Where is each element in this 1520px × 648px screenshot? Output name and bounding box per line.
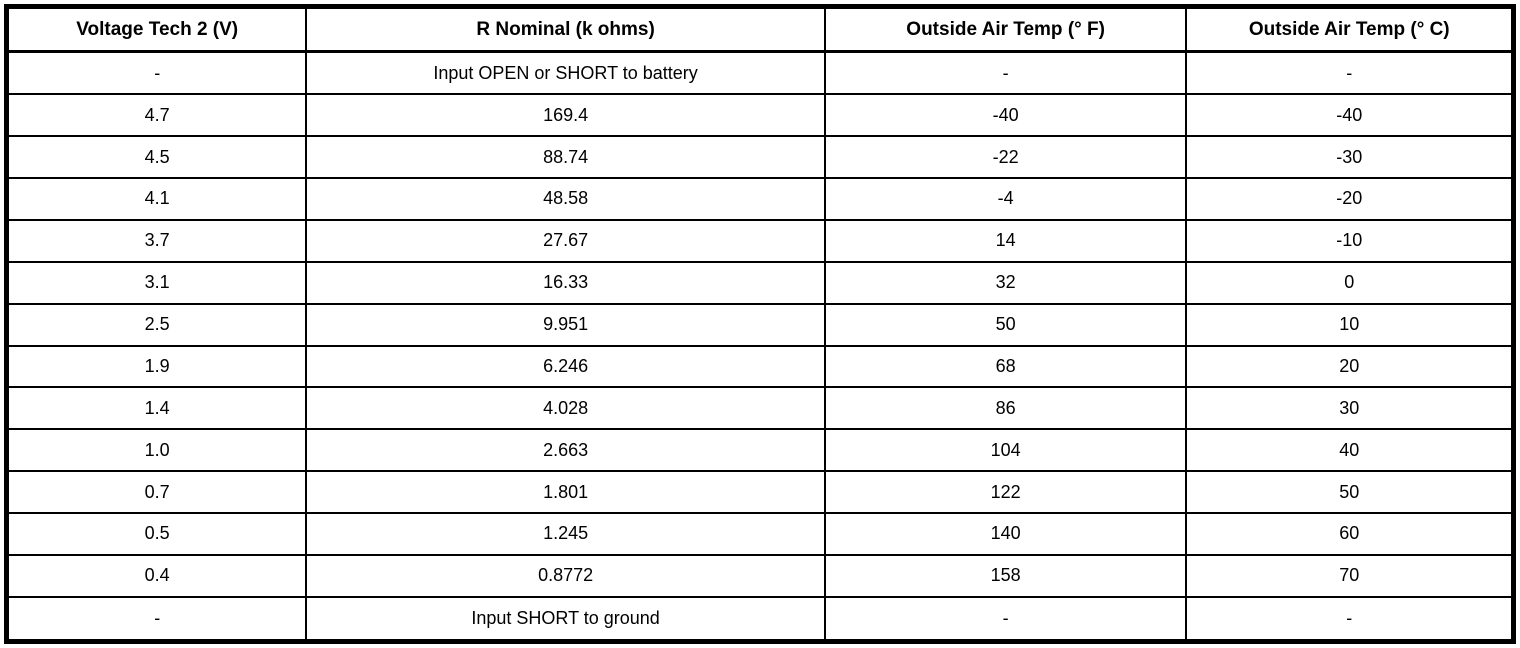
table-row: 0.4 0.8772 158 70 xyxy=(5,553,1515,598)
table-cell: 1.801 xyxy=(305,470,826,515)
table-cell: 27.67 xyxy=(305,218,826,263)
table-row: 4.1 48.58 -4 -20 xyxy=(5,177,1515,221)
table-cell: 2.663 xyxy=(305,428,826,473)
table-cell: 14 xyxy=(823,218,1188,263)
header-cell-temp-c: Outside Air Temp (° C) xyxy=(1185,5,1515,53)
table-cell: 60 xyxy=(1185,512,1515,556)
table-cell: 50 xyxy=(823,302,1188,347)
table-cell: -20 xyxy=(1185,177,1515,221)
table-cell: -30 xyxy=(1185,135,1515,180)
table-cell: -4 xyxy=(823,177,1188,221)
header-cell-voltage: Voltage Tech 2 (V) xyxy=(5,5,308,53)
table-cell: -10 xyxy=(1185,218,1515,263)
header-cell-temp-f: Outside Air Temp (° F) xyxy=(823,5,1188,53)
table-cell: 122 xyxy=(823,470,1188,515)
table-cell: - xyxy=(1185,595,1515,643)
table-cell: 3.7 xyxy=(5,218,308,263)
table-cell: 10 xyxy=(1185,302,1515,347)
table-cell: - xyxy=(5,50,308,96)
table-cell: 40 xyxy=(1185,428,1515,473)
header-row: Voltage Tech 2 (V) R Nominal (k ohms) Ou… xyxy=(5,5,1515,53)
table-cell: 48.58 xyxy=(305,177,826,221)
table-cell: 104 xyxy=(823,428,1188,473)
table-cell: - xyxy=(5,595,308,643)
table-cell: 20 xyxy=(1185,344,1515,389)
table-cell: 4.028 xyxy=(305,386,826,431)
table-row: - Input SHORT to ground - - xyxy=(5,595,1515,643)
table-row: 1.4 4.028 86 30 xyxy=(5,386,1515,431)
table-cell: 70 xyxy=(1185,553,1515,598)
table-cell: - xyxy=(823,50,1188,96)
table-cell: 1.4 xyxy=(5,386,308,431)
table-body: - Input OPEN or SHORT to battery - - 4.7… xyxy=(5,50,1515,643)
table-cell: 4.7 xyxy=(5,93,308,138)
table-cell: 32 xyxy=(823,260,1188,305)
table-cell: 0.8772 xyxy=(305,553,826,598)
table-cell: 30 xyxy=(1185,386,1515,431)
table-cell: 0.7 xyxy=(5,470,308,515)
table-cell: 0 xyxy=(1185,260,1515,305)
sensor-resistance-table: Voltage Tech 2 (V) R Nominal (k ohms) Ou… xyxy=(4,4,1516,644)
table-cell: 1.245 xyxy=(305,512,826,556)
table-row: 3.7 27.67 14 -10 xyxy=(5,218,1515,263)
table-row: 1.9 6.246 68 20 xyxy=(5,344,1515,389)
table-cell: 2.5 xyxy=(5,302,308,347)
table-cell: 6.246 xyxy=(305,344,826,389)
table-cell: 50 xyxy=(1185,470,1515,515)
table-row: 3.1 16.33 32 0 xyxy=(5,260,1515,305)
table-row: 4.5 88.74 -22 -30 xyxy=(5,135,1515,180)
table-cell: Input SHORT to ground xyxy=(305,595,826,643)
table-cell: 86 xyxy=(823,386,1188,431)
table-cell: -40 xyxy=(823,93,1188,138)
table-cell: 68 xyxy=(823,344,1188,389)
table-cell: 4.1 xyxy=(5,177,308,221)
table-cell: Input OPEN or SHORT to battery xyxy=(305,50,826,96)
table-cell: - xyxy=(1185,50,1515,96)
table-cell: -40 xyxy=(1185,93,1515,138)
table-row: - Input OPEN or SHORT to battery - - xyxy=(5,50,1515,96)
table-cell: 1.0 xyxy=(5,428,308,473)
table-header: Voltage Tech 2 (V) R Nominal (k ohms) Ou… xyxy=(5,5,1515,53)
table-row: 0.5 1.245 140 60 xyxy=(5,512,1515,556)
table-cell: - xyxy=(823,595,1188,643)
table-row: 4.7 169.4 -40 -40 xyxy=(5,93,1515,138)
table-row: 1.0 2.663 104 40 xyxy=(5,428,1515,473)
table-cell: 0.4 xyxy=(5,553,308,598)
table-cell: 4.5 xyxy=(5,135,308,180)
table-cell: 140 xyxy=(823,512,1188,556)
header-cell-resistance: R Nominal (k ohms) xyxy=(305,5,826,53)
table-cell: 3.1 xyxy=(5,260,308,305)
table-row: 2.5 9.951 50 10 xyxy=(5,302,1515,347)
table-cell: 0.5 xyxy=(5,512,308,556)
table-cell: 16.33 xyxy=(305,260,826,305)
table-cell: 88.74 xyxy=(305,135,826,180)
table-cell: 169.4 xyxy=(305,93,826,138)
table-row: 0.7 1.801 122 50 xyxy=(5,470,1515,515)
table-cell: -22 xyxy=(823,135,1188,180)
table-cell: 1.9 xyxy=(5,344,308,389)
table-cell: 158 xyxy=(823,553,1188,598)
table-cell: 9.951 xyxy=(305,302,826,347)
